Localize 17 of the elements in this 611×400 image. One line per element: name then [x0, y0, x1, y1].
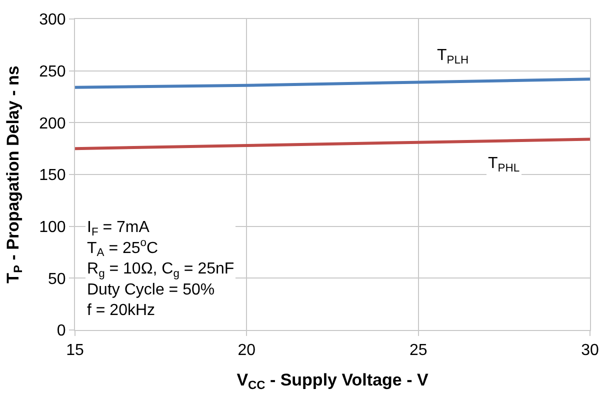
line-series [75, 138, 590, 150]
series-label: T$_{PLH}$ [437, 47, 469, 66]
y-tick-label: 300 [39, 12, 66, 29]
y-tick-label: 150 [39, 167, 66, 184]
y-tick-label: 200 [39, 115, 66, 132]
series-label: T$_{PHL}$ [488, 155, 520, 174]
y-tick-label: 50 [48, 270, 66, 288]
x-tick-label: 15 [66, 342, 84, 360]
x-tick-label: 25 [409, 342, 428, 360]
y-tick-label: 0 [56, 322, 66, 340]
y-tick-label: 100 [39, 218, 66, 236]
x-tick-label: 20 [238, 342, 256, 360]
x-axis-title: V$_{CC}$ - Supply Voltage - V [236, 370, 429, 392]
line-series [75, 78, 590, 89]
x-tick-label: 30 [581, 342, 599, 360]
y-tick-label: 250 [39, 63, 66, 80]
text: I$_{F}$ = 7mA T$_{A}$ = 25$^{o}$C R$_{g}$ = 10Ω, C$_{g}$ = 25nF Duty Cycle = 50% f = 20kHz [87, 219, 234, 320]
